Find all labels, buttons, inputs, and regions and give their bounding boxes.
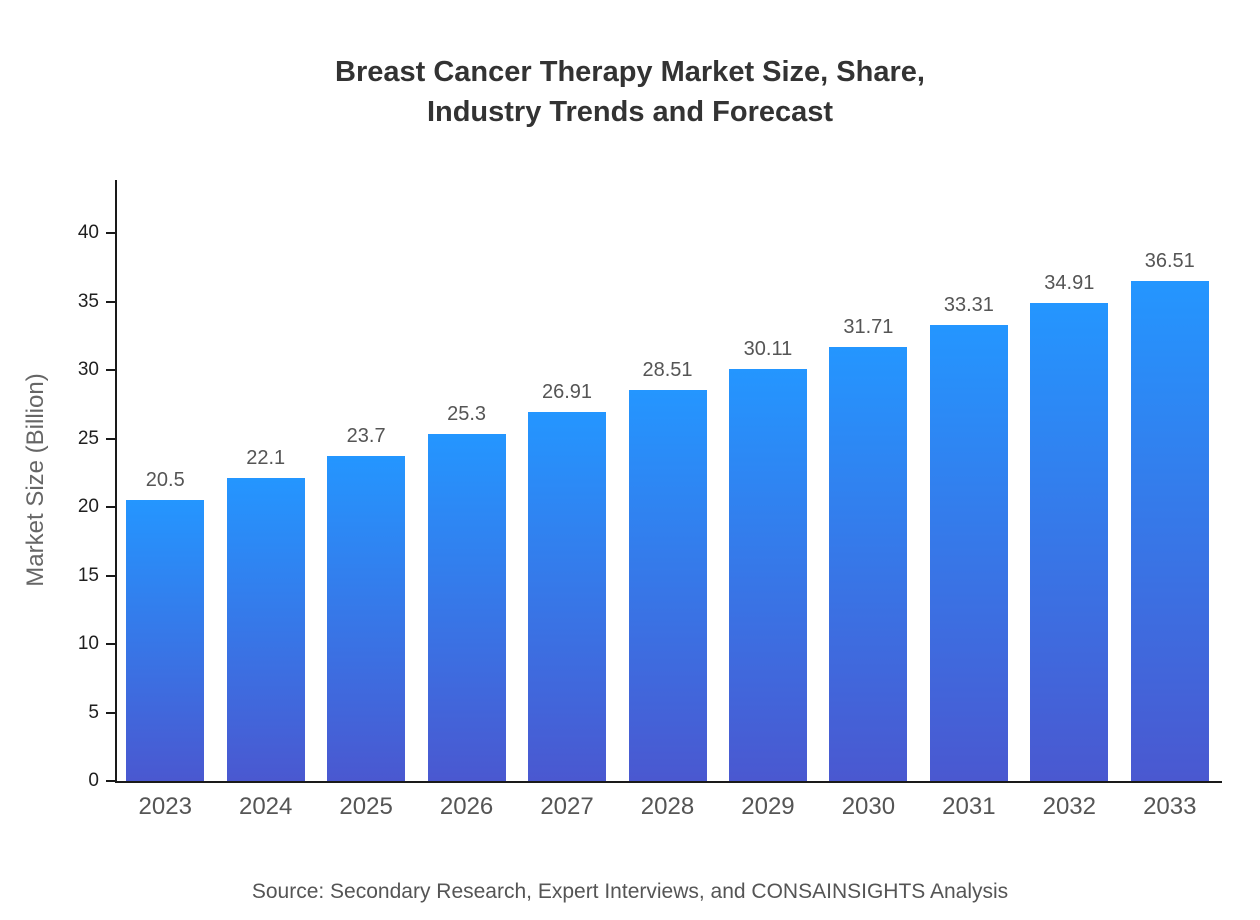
y-tick-label: 15 [77,564,99,586]
bar-value-label: 25.3 [447,403,487,426]
x-tick-label: 2029 [741,793,795,820]
y-tick-mark [106,300,115,303]
bar-2031 [929,324,1008,781]
x-axis-line [115,781,1222,783]
y-axis-line [115,180,117,781]
y-tick-mark [106,711,115,714]
bar-2030 [829,346,908,781]
y-tick-label: 0 [88,770,99,791]
bar-2026 [427,434,506,781]
bar-value-label: 20.5 [145,469,185,492]
y-tick-label: 10 [77,633,99,654]
chart-title-line2: Industry Trends and Forecast [426,96,834,128]
x-tick-label: 2032 [1042,793,1096,820]
x-tick-label: 2025 [339,793,393,820]
bar-2028 [628,390,707,781]
chart-title-line1: Breast Cancer Therapy Market Size, Share… [335,56,925,88]
bar-value-label: 31.71 [843,315,894,338]
plot-area: 0 5 10 15 20 25 30 35 40 20.5 2023 22.1 2024 23.7 2025… [78,180,1222,820]
x-tick-label: 2026 [439,793,494,820]
y-tick-mark [106,506,115,508]
x-tick-label: 2028 [640,793,695,820]
y-tick-label: 35 [77,290,99,312]
y-axis-title: Market Size (Billion) [22,373,49,587]
bar-value-label: 26.91 [542,381,593,404]
bar-2024 [226,478,305,781]
bar-2029 [728,368,807,781]
bar-value-label: 23.7 [346,425,386,448]
x-tick-label: 2030 [841,793,896,820]
y-tick-mark [106,780,115,782]
y-tick-mark [106,232,115,234]
bar-value-label: 36.51 [1144,249,1195,272]
bar-2033 [1130,280,1209,781]
y-tick-mark [106,643,115,645]
x-tick-label: 2023 [138,793,192,820]
bar-value-label: 28.51 [642,359,693,382]
x-tick-label: 2024 [238,793,293,820]
y-tick-label: 5 [88,701,99,723]
y-tick-label: 20 [77,496,99,517]
x-tick-label: 2027 [540,793,594,820]
y-tick-label: 40 [77,222,99,243]
bar-2023 [126,500,205,781]
y-tick-label: 30 [77,359,99,380]
bar-value-label: 33.31 [943,293,994,316]
x-tick-label: 2031 [942,793,996,820]
bar-value-label: 22.1 [246,447,286,470]
bar-2032 [1030,302,1109,781]
bar-value-label: 34.91 [1044,271,1095,294]
chart-title: Breast Cancer Therapy Market Size, Share… [0,52,1260,132]
y-tick-mark [106,437,115,440]
source-note: Source: Secondary Research, Expert Inter… [251,880,1009,903]
y-tick-mark [106,574,115,577]
x-tick-label: 2033 [1143,793,1197,820]
bar-2025 [327,456,406,781]
y-tick-mark [106,369,115,371]
y-tick-label: 25 [77,427,99,449]
bar-2027 [528,412,607,781]
bar-value-label: 30.11 [743,337,793,360]
